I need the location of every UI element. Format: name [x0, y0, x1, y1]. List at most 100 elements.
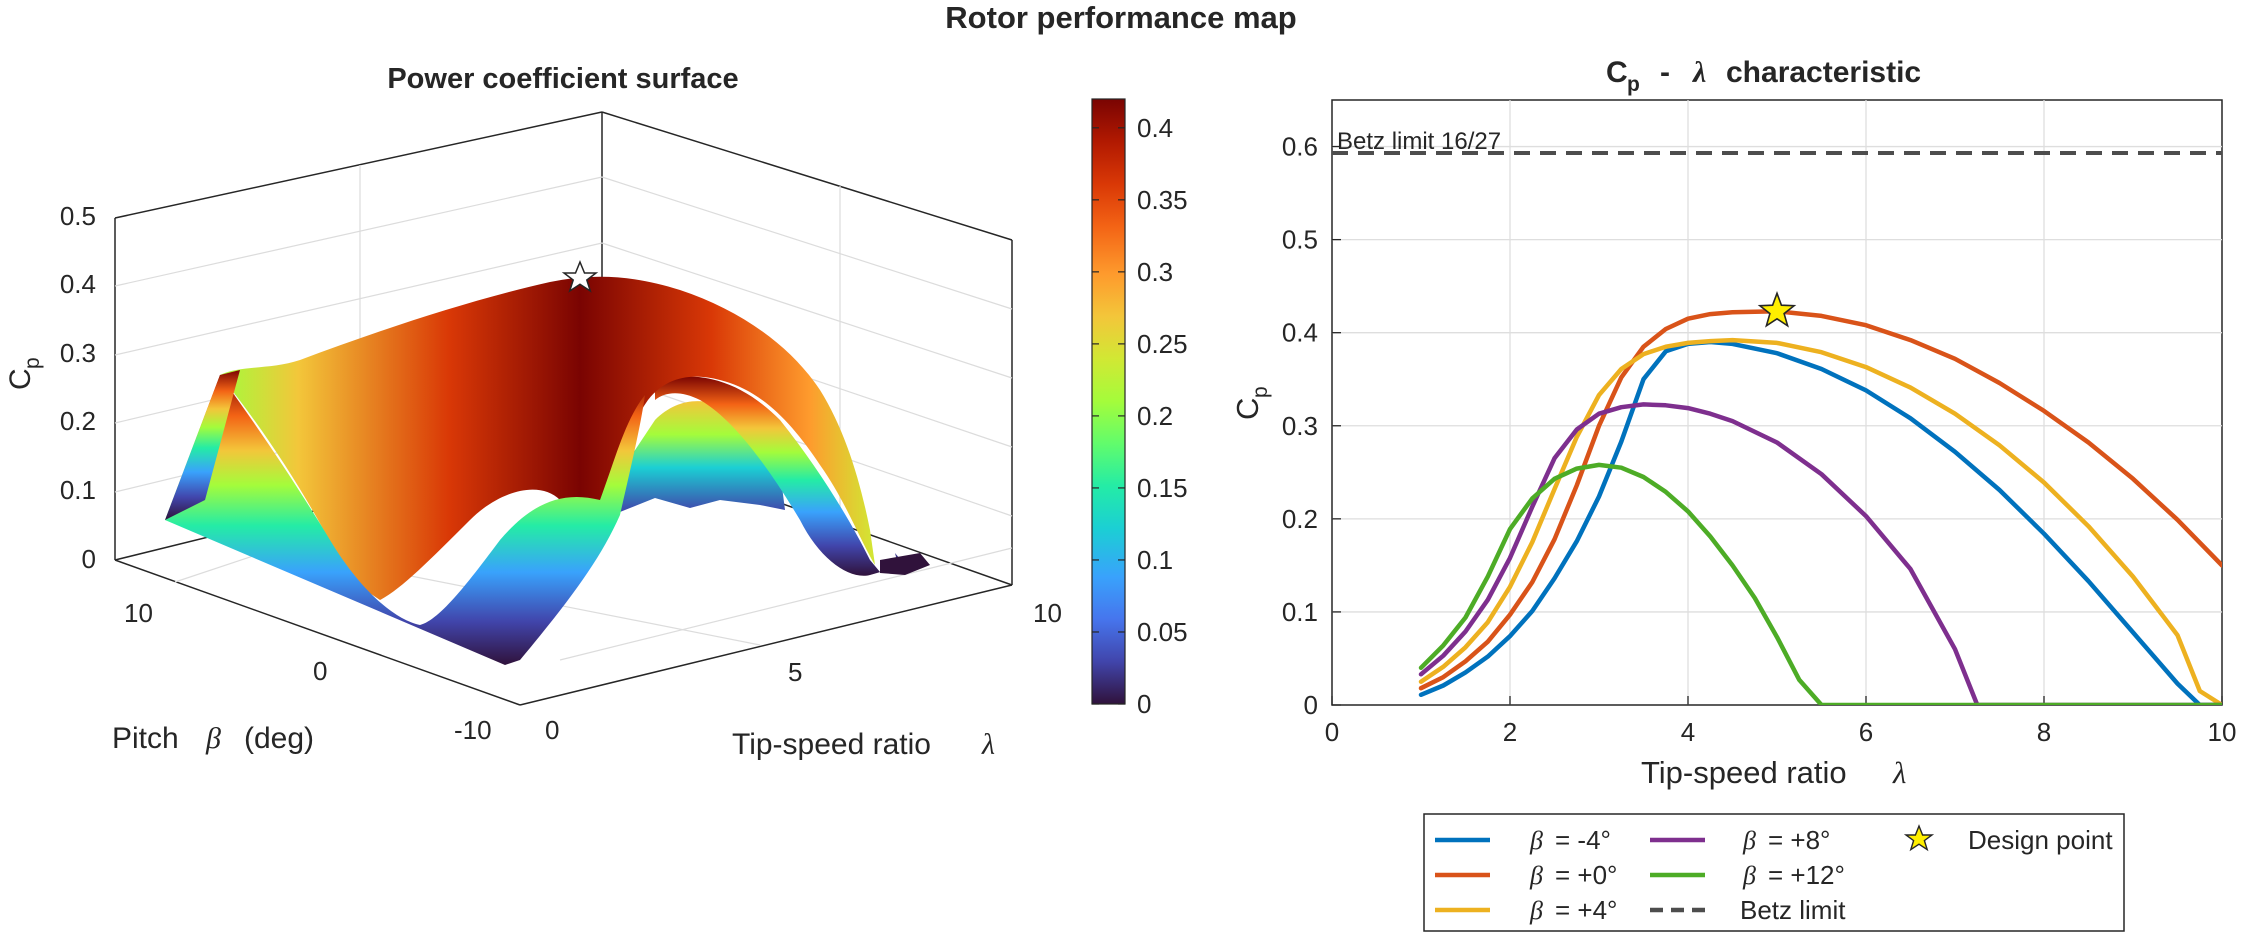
- x-tick: 10: [1033, 598, 1062, 628]
- surface-plot: Power coefficient surface: [4, 63, 1062, 761]
- legend-item-b-plus12: β = +12°: [1650, 860, 1845, 890]
- line-plot: C p - λ characteristic 0 2 4 6 8 10 0 0.1 0.2 0.…: [1230, 56, 2236, 790]
- line-x-label-text: Tip-speed ratio: [1641, 755, 1847, 790]
- legend-label: = +0°: [1555, 860, 1617, 890]
- surface-z-label: C p: [4, 357, 44, 390]
- line-title-dash: -: [1660, 56, 1670, 89]
- legend-symbol: β: [1529, 826, 1543, 855]
- y-label-text: Pitch: [112, 722, 179, 755]
- y-tick-label: 0.6: [1282, 132, 1318, 162]
- colorbar-tick-label: 0: [1137, 689, 1151, 719]
- line-y-ticks: 0 0.1 0.2 0.3 0.4 0.5 0.6: [1282, 132, 1341, 720]
- line-grid: [1332, 100, 2222, 705]
- surface-title: Power coefficient surface: [387, 63, 738, 95]
- legend-label: = +12°: [1768, 860, 1845, 890]
- legend-label: = +8°: [1768, 825, 1830, 855]
- colorbar-tick-label: 0.3: [1137, 257, 1173, 287]
- colorbar-tick-label: 0.2: [1137, 401, 1173, 431]
- line-x-label: Tip-speed ratio λ: [1641, 755, 1906, 790]
- legend-item-b-plus8: β = +8°: [1650, 825, 1830, 855]
- x-tick-label: 10: [2208, 717, 2237, 747]
- legend-label: Design point: [1968, 825, 2113, 855]
- z-tick: 0: [82, 544, 96, 574]
- line-x-ticks: 0 2 4 6 8 10: [1325, 696, 2237, 747]
- colorbar-tick-label: 0.4: [1137, 113, 1173, 143]
- z-tick: 0.4: [60, 269, 96, 299]
- y-tick-label: 0.5: [1282, 225, 1318, 255]
- x-tick-label: 8: [2037, 717, 2051, 747]
- legend-box: [1423, 813, 2125, 932]
- y-tick-label: 0.3: [1282, 411, 1318, 441]
- colorbar-tick-label: 0.25: [1137, 329, 1188, 359]
- legend-label: = -4°: [1555, 825, 1611, 855]
- line-title-main: C: [1606, 56, 1628, 89]
- z-tick: 0.3: [60, 338, 96, 368]
- x-tick-label: 6: [1859, 717, 1873, 747]
- z-label-main: C: [4, 368, 37, 390]
- line-title: C p - λ characteristic: [1606, 56, 1921, 96]
- legend-label: = +4°: [1555, 895, 1617, 925]
- colorbar-gradient: [1091, 98, 1126, 705]
- line-title-rest: characteristic: [1726, 56, 1921, 89]
- surface-x-label: Tip-speed ratio λ: [732, 728, 995, 761]
- betz-limit-label: Betz limit 16/27: [1337, 128, 1501, 155]
- y-tick: 10: [124, 598, 153, 628]
- legend: β = -4° β = +0° β = +4° β = +8° β = +12°…: [1423, 813, 2125, 932]
- colorbar: 0 0.05 0.1 0.15 0.2 0.25 0.3 0.35 0.4: [1091, 98, 1188, 719]
- legend-item-betz: Betz limit: [1650, 895, 1846, 925]
- legend-star-icon: [1903, 824, 1935, 852]
- line-title-sub: p: [1627, 73, 1640, 96]
- x-tick-label: 0: [1325, 717, 1339, 747]
- line-plot-box: [1331, 99, 2223, 706]
- surface-front-face: [165, 375, 645, 665]
- legend-item-design-point: Design point: [1903, 824, 2113, 855]
- surface-y-ticks: -10 0 10: [124, 598, 492, 745]
- colorbar-tick-label: 0.1: [1137, 545, 1173, 575]
- line-y-label-sub: p: [1249, 386, 1272, 398]
- legend-item-b-plus4: β = +4°: [1435, 895, 1617, 925]
- y-tick: -10: [454, 715, 492, 745]
- surface-z-ticks: 0 0.1 0.2 0.3 0.4 0.5: [60, 201, 96, 574]
- y-tick-label: 0.1: [1282, 597, 1318, 627]
- legend-symbol: β: [1742, 826, 1756, 855]
- colorbar-ticks: 0 0.05 0.1 0.15 0.2 0.25 0.3 0.35 0.4: [1092, 113, 1188, 719]
- cp-surface: [165, 276, 930, 665]
- colorbar-tick-label: 0.35: [1137, 185, 1188, 215]
- legend-symbol: β: [1742, 861, 1756, 890]
- x-tick: 5: [788, 657, 802, 687]
- legend-symbol: β: [1529, 896, 1543, 925]
- line-title-symbol: λ: [1691, 56, 1706, 89]
- line-series: [1418, 309, 2222, 705]
- x-label-symbol: λ: [981, 728, 995, 761]
- legend-item-b-0: β = +0°: [1435, 860, 1617, 890]
- series-line: [1418, 462, 2222, 705]
- y-tick: 0: [313, 656, 327, 686]
- x-tick: 0: [545, 715, 559, 745]
- z-tick: 0.5: [60, 201, 96, 231]
- x-tick-label: 4: [1681, 717, 1695, 747]
- surface-left-edge: [165, 370, 240, 520]
- series-line: [1418, 309, 2222, 691]
- y-tick-label: 0: [1304, 690, 1318, 720]
- legend-label: Betz limit: [1740, 895, 1846, 925]
- surface-tail-dark: [880, 553, 930, 575]
- y-label-unit: (deg): [244, 722, 314, 755]
- surface-top: [220, 276, 875, 600]
- surface-y-label: Pitch β (deg): [112, 722, 314, 755]
- line-y-label: C p: [1230, 386, 1272, 420]
- z-label-sub: p: [21, 357, 44, 369]
- legend-item-b-minus4: β = -4°: [1435, 825, 1611, 855]
- legend-symbol: β: [1529, 861, 1543, 890]
- series-line: [1418, 402, 2222, 705]
- y-label-symbol: β: [205, 722, 221, 755]
- x-tick-label: 2: [1503, 717, 1517, 747]
- z-tick: 0.2: [60, 406, 96, 436]
- y-tick-label: 0.2: [1282, 504, 1318, 534]
- figure-title: Rotor performance map: [945, 0, 1296, 35]
- x-label-text: Tip-speed ratio: [732, 728, 931, 761]
- line-x-label-symbol: λ: [1892, 755, 1906, 790]
- surface-x-ticks: 0 5 10: [545, 598, 1062, 745]
- colorbar-tick-label: 0.15: [1137, 473, 1188, 503]
- surface-right-shoulder: [655, 376, 905, 576]
